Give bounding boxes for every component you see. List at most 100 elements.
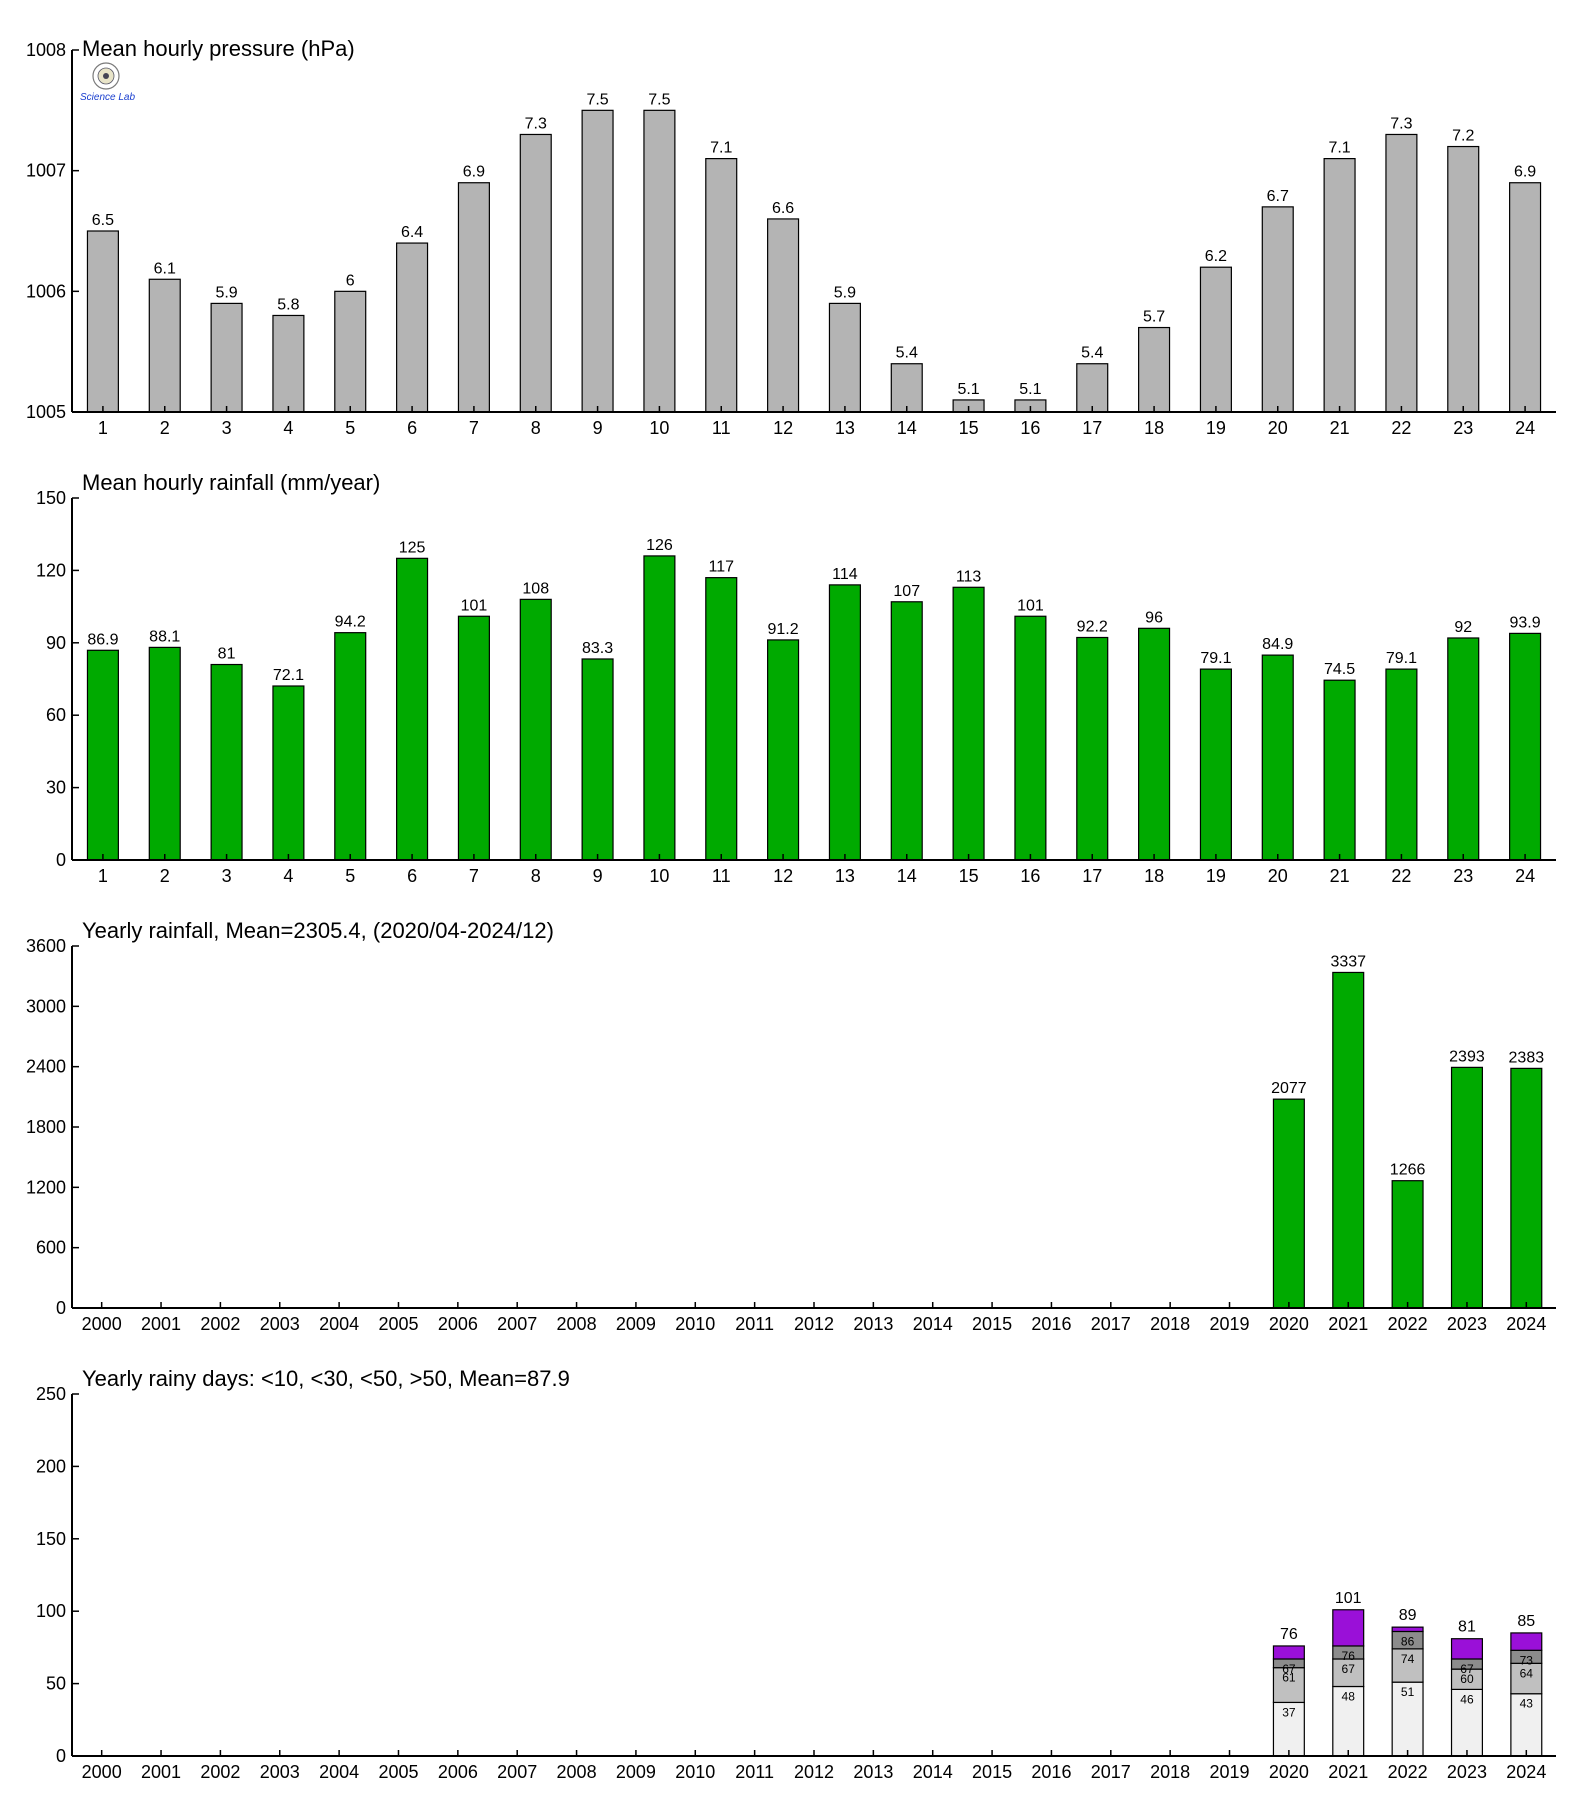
x-tick-label: 13 bbox=[835, 866, 855, 886]
bar-value-label: 7.5 bbox=[648, 91, 670, 108]
bar-value-label: 96 bbox=[1145, 609, 1163, 626]
x-tick-label: 2018 bbox=[1150, 1762, 1190, 1782]
segment-value-label: 60 bbox=[1460, 1672, 1474, 1686]
x-tick-label: 2005 bbox=[378, 1314, 418, 1334]
bar-value-label: 2077 bbox=[1271, 1080, 1307, 1097]
x-tick-label: 2017 bbox=[1091, 1762, 1131, 1782]
bar bbox=[1447, 637, 1480, 861]
bar bbox=[457, 615, 490, 861]
bar-value-label: 126 bbox=[646, 537, 673, 554]
bar-value-label: 113 bbox=[956, 568, 982, 585]
hourly-rainfall-plot-area: 030609012015086.9188.1281372.1494.251256… bbox=[36, 488, 1556, 886]
bar-value-label: 92.2 bbox=[1077, 618, 1108, 635]
y-tick-label: 0 bbox=[56, 1746, 66, 1766]
bar-value-label: 114 bbox=[832, 566, 858, 583]
bar bbox=[86, 230, 119, 413]
x-tick-label: 2023 bbox=[1447, 1762, 1487, 1782]
stacked-bar-segment bbox=[1510, 1693, 1543, 1757]
x-tick-label: 2020 bbox=[1269, 1314, 1309, 1334]
bar bbox=[1014, 615, 1047, 861]
bar bbox=[828, 302, 861, 413]
x-tick-label: 2003 bbox=[260, 1314, 300, 1334]
bar bbox=[396, 557, 429, 861]
segment-value-label: 67 bbox=[1342, 1662, 1356, 1676]
x-tick-label: 2016 bbox=[1031, 1314, 1071, 1334]
bar-value-label: 5.1 bbox=[1019, 381, 1041, 398]
bar-value-label: 91.2 bbox=[768, 621, 799, 638]
bar bbox=[890, 363, 923, 413]
y-tick-label: 1800 bbox=[26, 1117, 66, 1137]
x-tick-label: 2019 bbox=[1209, 1762, 1249, 1782]
segment-value-label: 48 bbox=[1342, 1689, 1356, 1703]
y-tick-label: 1200 bbox=[26, 1177, 66, 1197]
y-tick-label: 150 bbox=[36, 1529, 66, 1549]
x-tick-label: 2012 bbox=[794, 1762, 834, 1782]
y-tick-label: 150 bbox=[36, 488, 66, 508]
bar bbox=[519, 133, 552, 413]
bar bbox=[148, 278, 181, 413]
x-tick-label: 14 bbox=[897, 418, 917, 438]
pressure-plot-area: 1005 1006 1007 1008 6.5 1 6.1 2 5.9 3 5.8 4 6 5 6.4 6 6.… bbox=[26, 40, 1556, 438]
bar-value-label: 5.7 bbox=[1143, 309, 1165, 326]
x-tick-label: 2004 bbox=[319, 1314, 359, 1334]
bar-value-label: 72.1 bbox=[273, 667, 304, 684]
bar-value-label: 6.1 bbox=[154, 260, 176, 277]
x-tick-label: 20 bbox=[1268, 866, 1288, 886]
bar-value-label: 7.1 bbox=[1328, 140, 1350, 157]
bar bbox=[334, 632, 367, 861]
x-tick-label: 2024 bbox=[1506, 1314, 1546, 1334]
x-tick-label: 2001 bbox=[141, 1314, 181, 1334]
bar bbox=[1385, 133, 1418, 413]
x-tick-label: 2007 bbox=[497, 1314, 537, 1334]
x-tick-label: 2023 bbox=[1447, 1314, 1487, 1334]
x-tick-label: 2014 bbox=[913, 1314, 953, 1334]
x-tick-label: 11 bbox=[712, 866, 731, 886]
bar bbox=[643, 555, 676, 861]
x-tick-label: 23 bbox=[1453, 418, 1473, 438]
x-tick-label: 2021 bbox=[1328, 1314, 1368, 1334]
x-tick-label: 19 bbox=[1206, 418, 1226, 438]
x-tick-label: 5 bbox=[345, 418, 355, 438]
bar-value-label: 79.1 bbox=[1386, 650, 1417, 667]
bar bbox=[1138, 627, 1171, 861]
x-tick-label: 2005 bbox=[378, 1762, 418, 1782]
bar bbox=[890, 601, 923, 861]
x-tick-label: 12 bbox=[773, 866, 793, 886]
stacked-bar-segment bbox=[1391, 1681, 1424, 1757]
bar bbox=[148, 646, 181, 861]
x-tick-label: 9 bbox=[593, 418, 603, 438]
segment-value-label: 67 bbox=[1460, 1662, 1474, 1676]
bar bbox=[1510, 1067, 1543, 1309]
bar-value-label: 74.5 bbox=[1324, 661, 1355, 678]
stacked-bar-segment bbox=[1450, 1688, 1483, 1757]
bar-value-label: 88.1 bbox=[149, 628, 180, 645]
hourly-rainfall-chart: Mean hourly rainfall (mm/year) 030609012… bbox=[36, 470, 1556, 886]
y-tick-label: 1008 bbox=[26, 40, 66, 60]
x-tick-label: 11 bbox=[712, 418, 731, 438]
x-tick-label: 2020 bbox=[1269, 1762, 1309, 1782]
bar bbox=[1199, 266, 1232, 413]
bar bbox=[396, 242, 429, 413]
y-tick-label: 200 bbox=[36, 1456, 66, 1476]
bar bbox=[272, 685, 305, 861]
pressure-chart-title: Mean hourly pressure (hPa) bbox=[82, 36, 355, 61]
yearly-rainfall-chart: Yearly rainfall, Mean=2305.4, (2020/04-2… bbox=[26, 918, 1556, 1334]
x-tick-label: 19 bbox=[1206, 866, 1226, 886]
bar bbox=[1199, 668, 1232, 861]
stacked-bar-segment bbox=[1391, 1626, 1424, 1633]
bar bbox=[210, 663, 243, 861]
bar-value-label: 5.9 bbox=[834, 284, 856, 301]
rainy-days-chart: Yearly rainy days: <10, <30, <50, >50, M… bbox=[36, 1366, 1556, 1782]
x-tick-label: 2022 bbox=[1388, 1762, 1428, 1782]
x-tick-label: 2011 bbox=[735, 1314, 774, 1334]
x-tick-label: 7 bbox=[469, 418, 479, 438]
x-tick-label: 2018 bbox=[1150, 1314, 1190, 1334]
x-tick-label: 2022 bbox=[1388, 1314, 1428, 1334]
bar-value-label: 101 bbox=[461, 597, 488, 614]
bar bbox=[1509, 632, 1542, 861]
stacked-bar-segment bbox=[1510, 1632, 1543, 1651]
y-tick-label: 100 bbox=[36, 1601, 66, 1621]
x-tick-label: 2000 bbox=[82, 1314, 122, 1334]
